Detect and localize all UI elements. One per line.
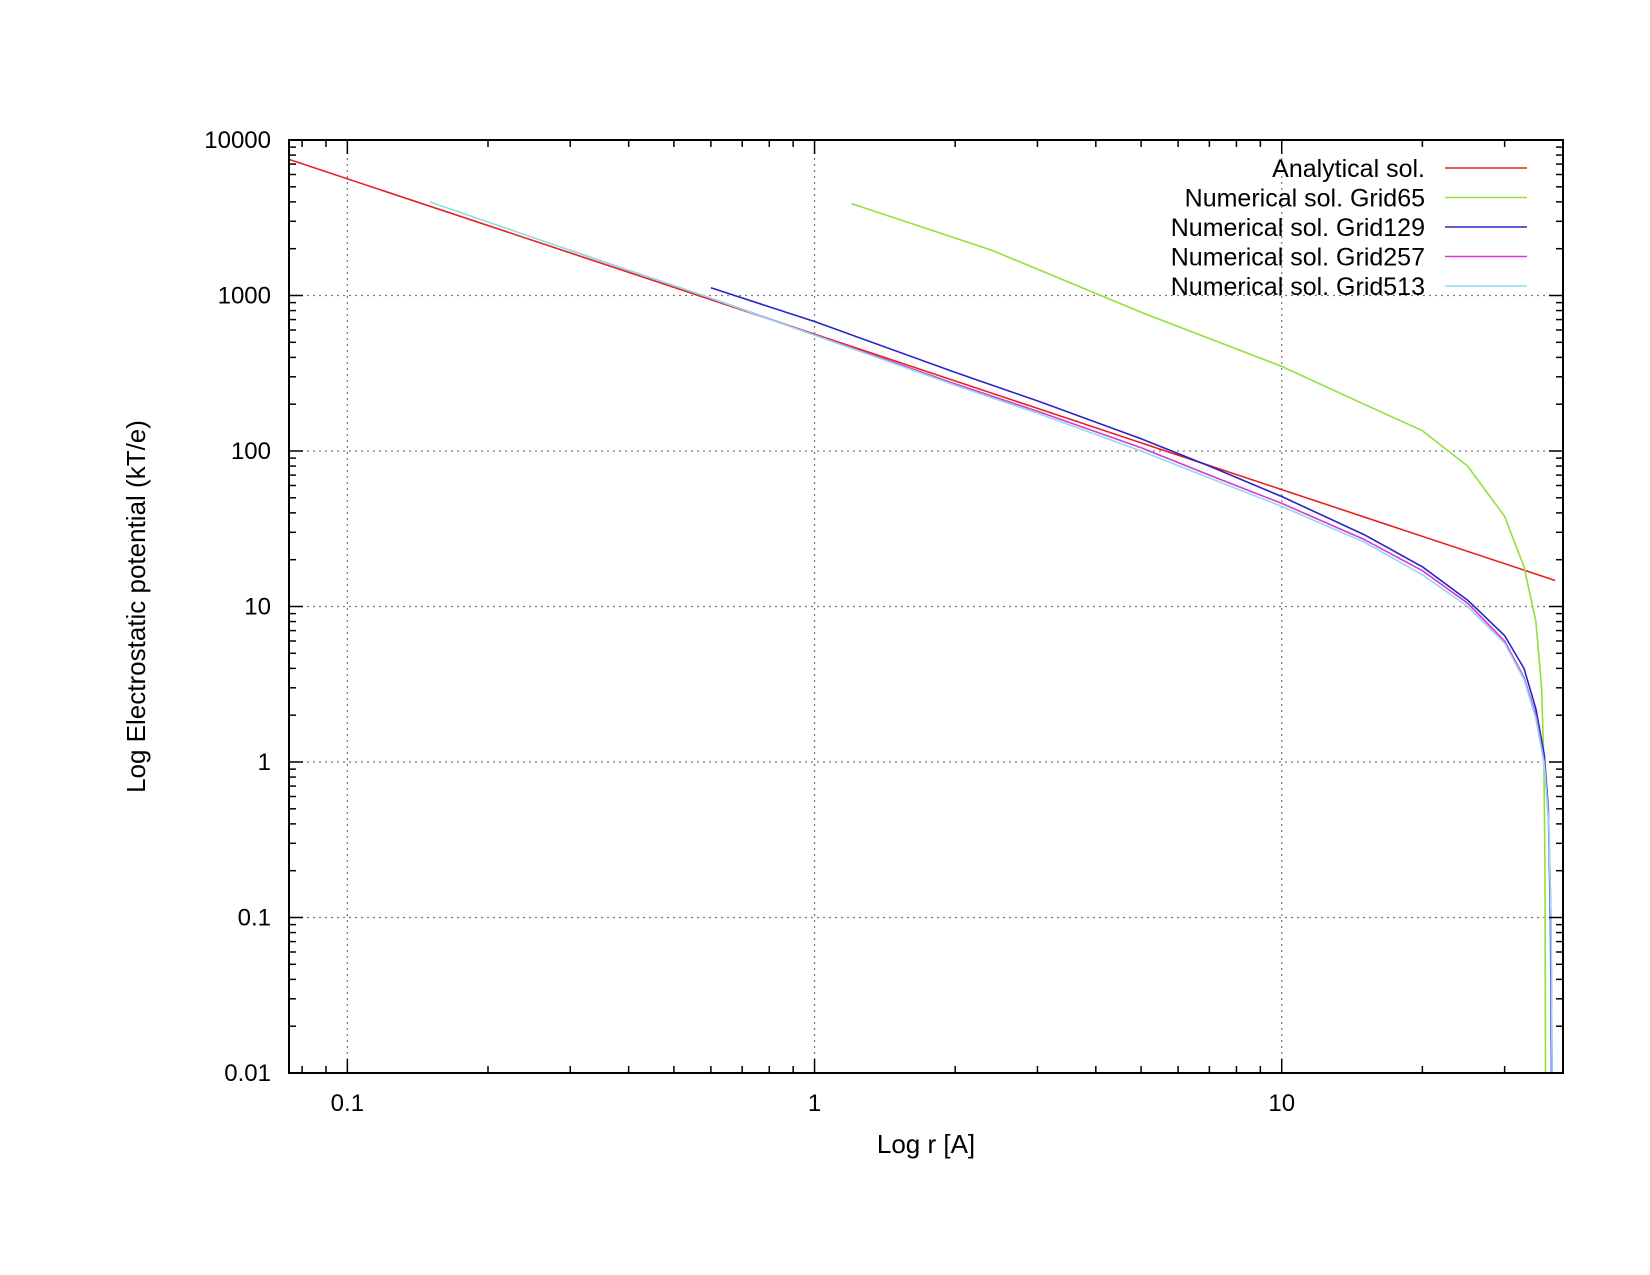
legend-label-4: Numerical sol. Grid257 bbox=[1171, 244, 1425, 272]
y-tick-label: 10000 bbox=[204, 127, 271, 154]
series-line-4 bbox=[570, 249, 1553, 1074]
y-tick-label: 10 bbox=[244, 594, 271, 621]
y-tick-label: 1 bbox=[258, 749, 271, 776]
y-tick-label: 1000 bbox=[218, 283, 271, 310]
series-line-2 bbox=[851, 202, 1547, 1074]
legend-label-2: Numerical sol. Grid65 bbox=[1185, 185, 1425, 213]
x-axis-label: Log r [A] bbox=[877, 1129, 975, 1159]
y-tick-label: 0.01 bbox=[224, 1060, 271, 1087]
legend-label-5: Numerical sol. Grid513 bbox=[1171, 273, 1425, 301]
series-line-5 bbox=[429, 201, 1553, 1074]
x-tick-label: 0.1 bbox=[331, 1090, 364, 1117]
series-lines bbox=[288, 158, 1556, 1074]
legend: Analytical sol.Numerical sol. Grid65Nume… bbox=[1171, 155, 1527, 301]
series-line-1 bbox=[288, 158, 1556, 582]
series-line-3 bbox=[710, 287, 1553, 1074]
grid bbox=[289, 140, 1563, 1073]
legend-label-1: Analytical sol. bbox=[1272, 155, 1425, 183]
x-tick-label: 1 bbox=[808, 1090, 821, 1117]
y-tick-label: 0.1 bbox=[238, 905, 271, 932]
y-tick-label: 100 bbox=[231, 438, 271, 465]
x-tick-label: 10 bbox=[1268, 1090, 1295, 1117]
y-axis-label: Log Electrostatic potential (kT/e) bbox=[121, 420, 151, 793]
axis-ticks: 0.1 1 10 0.01 0.1 1 10 100 1000 10000 bbox=[204, 127, 1564, 1117]
legend-label-3: Numerical sol. Grid129 bbox=[1171, 214, 1425, 242]
